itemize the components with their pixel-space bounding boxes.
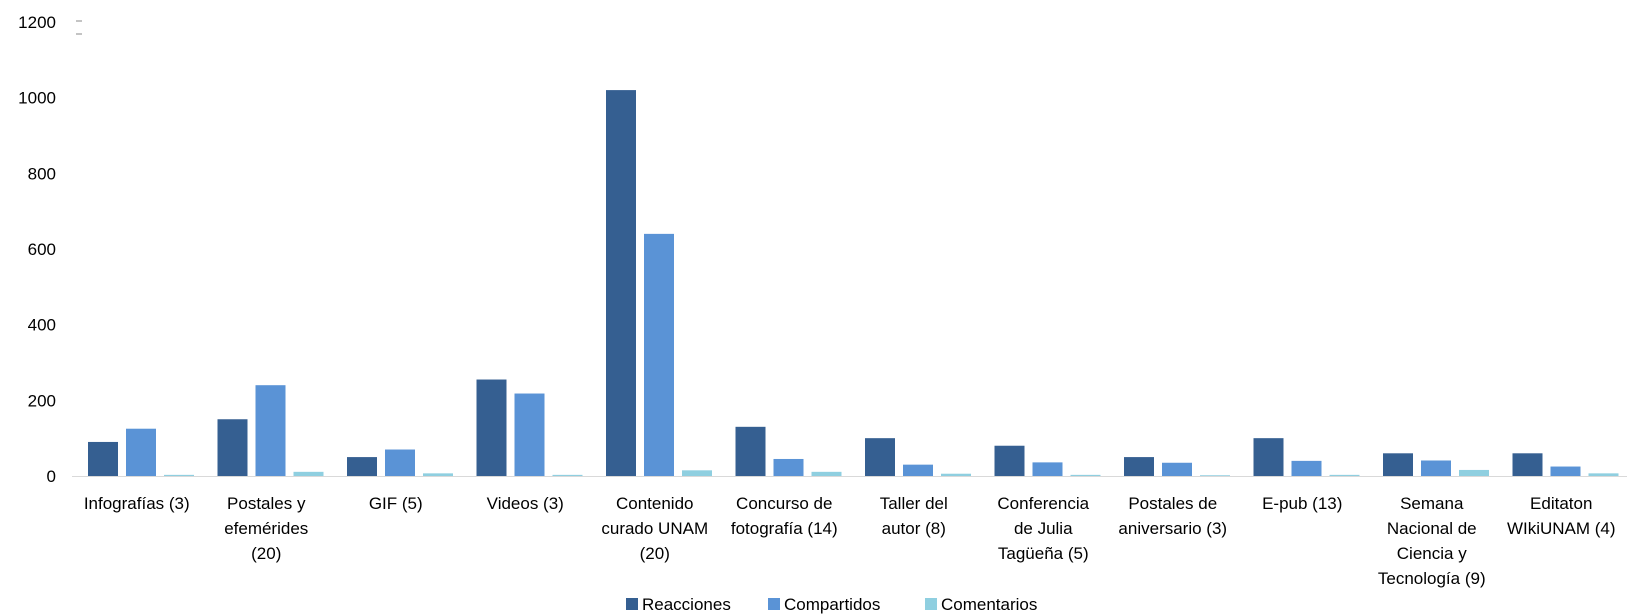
bar-compartidos [644,233,674,476]
bars [88,90,1619,476]
category-label: Semana Nacional de Ciencia y Tecnología (9) [1378,494,1486,588]
category-label-line: Concurso de [736,494,832,513]
bar-compartidos [514,393,545,476]
y-tick-label: 800 [28,164,56,183]
category-label: Concurso de fotografía (14) [731,494,838,538]
y-axis-ticks: 0 200 400 600 800 1000 1200 [18,13,56,486]
bar-compartidos [903,464,933,476]
bar-reacciones [865,438,895,476]
category-label-line: Postales y [227,494,306,513]
category-label: Contenido curado UNAM (20) [601,494,708,563]
bar-reacciones [1124,457,1154,476]
bar-comentarios [1329,474,1360,476]
category-label-line: Tecnología (9) [1378,569,1486,588]
category-label: Postales de aniversario (3) [1118,494,1227,538]
y-axis-marks [76,20,82,35]
category-label-line: Taller del [880,494,948,513]
category-label: E-pub (13) [1262,494,1342,513]
y-tick-label: 1000 [18,89,56,108]
y-tick-label: 400 [28,316,56,335]
bar-reacciones [994,445,1025,476]
bar-comentarios [941,473,971,476]
bar-reacciones [347,457,377,476]
category-label-line: Ciencia y [1397,544,1467,563]
bar-compartidos [773,458,804,476]
bar-reacciones [1512,453,1543,476]
category-label-line: Tagüeña (5) [998,544,1089,563]
category-label: Conferencia de Julia Tagüeña (5) [997,494,1089,563]
legend-swatch-comentarios [925,598,937,610]
bar-compartidos [1032,462,1063,476]
category-label-line: Editaton [1530,494,1592,513]
category-label-line: Infografías (3) [84,494,190,513]
category-label-line: Nacional de [1387,519,1477,538]
category-label-line: aniversario (3) [1118,519,1227,538]
bar-reacciones [606,90,636,476]
category-label-line: Postales de [1128,494,1217,513]
legend-label-comentarios: Comentarios [941,595,1037,614]
category-label-line: GIF (5) [369,494,423,513]
legend-label-reacciones: Reacciones [642,595,731,614]
bar-reacciones [476,379,507,476]
category-label: GIF (5) [369,494,423,513]
category-label: Editaton WIkiUNAM (4) [1507,494,1616,538]
category-label-line: fotografía (14) [731,519,838,538]
category-label-line: Semana [1400,494,1464,513]
bar-comentarios [1459,469,1489,476]
bar-reacciones [735,426,766,476]
bar-comentarios [293,471,324,476]
category-label-line: Conferencia [997,494,1089,513]
category-label: Infografías (3) [84,494,190,513]
bar-reacciones [1253,438,1284,476]
category-label: Videos (3) [487,494,564,513]
bar-compartidos [1291,460,1322,476]
category-label-line: curado UNAM [601,519,708,538]
category-label: Taller del autor (8) [880,494,948,538]
bar-compartidos [126,428,156,476]
bar-reacciones [1383,453,1413,476]
bar-comentarios [423,473,453,476]
category-label-line: Videos (3) [487,494,564,513]
legend-swatch-reacciones [626,598,638,610]
category-label-line: (20) [640,544,670,563]
category-label: Postales y efemérides (20) [224,494,308,563]
y-tick-label: 1200 [18,13,56,32]
bar-comentarios [811,471,842,476]
bar-compartidos [1550,466,1581,476]
legend: Reacciones Compartidos Comentarios [626,595,1037,614]
bar-compartidos [385,449,415,476]
bar-compartidos [1421,460,1451,476]
category-label-line: (20) [251,544,281,563]
y-tick-label: 200 [28,391,56,410]
bar-comentarios [552,474,583,476]
y-tick-label: 0 [47,467,56,486]
y-tick-label: 600 [28,240,56,259]
category-label-line: Contenido [616,494,694,513]
bar-reacciones [88,441,118,476]
category-label-line: WIkiUNAM (4) [1507,519,1616,538]
bar-comentarios [1588,473,1619,476]
bar-comentarios [1070,474,1101,476]
bar-compartidos [255,385,286,476]
category-label-line: E-pub (13) [1262,494,1342,513]
bar-comentarios [682,470,712,476]
bar-compartidos [1162,462,1192,476]
legend-swatch-compartidos [768,598,780,610]
bar-comentarios [1200,475,1230,476]
category-label-line: efemérides [224,519,308,538]
category-label-line: autor (8) [882,519,946,538]
legend-label-compartidos: Compartidos [784,595,880,614]
bar-reacciones [217,419,248,476]
bar-comentarios [164,474,194,476]
category-labels: Infografías (3) Postales y efemérides (20) G… [84,494,1616,588]
category-label-line: de Julia [1014,519,1073,538]
